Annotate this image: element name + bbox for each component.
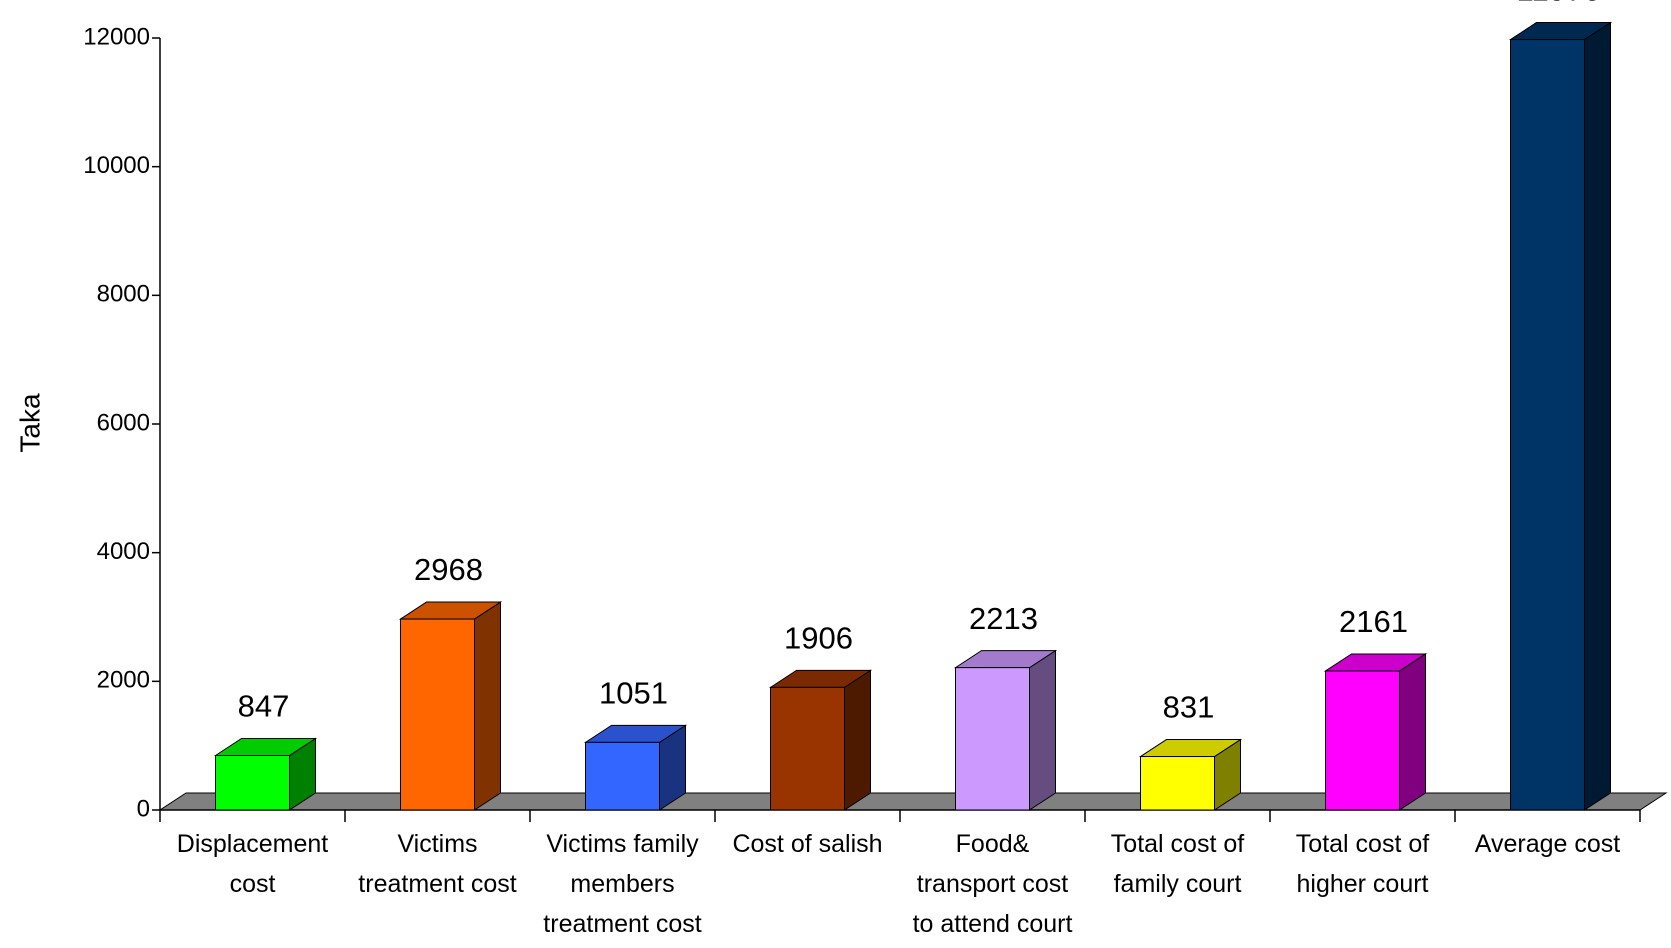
y-tick-label: 8000 bbox=[97, 281, 150, 308]
bar-side bbox=[844, 669, 871, 811]
bar bbox=[955, 667, 1030, 811]
value-label: 847 bbox=[238, 689, 290, 724]
x-tick-label: Victims family members treatment cost bbox=[543, 830, 702, 938]
bar bbox=[215, 755, 290, 811]
y-tick-label: 4000 bbox=[97, 538, 150, 565]
value-label: 831 bbox=[1163, 690, 1215, 725]
value-label: 2968 bbox=[414, 552, 483, 587]
x-tick-label: Total cost of higher court bbox=[1295, 830, 1430, 898]
x-tick-label: Total cost of family court bbox=[1110, 830, 1245, 898]
y-axis-label: Taka bbox=[14, 393, 45, 453]
x-tick-label: Cost of salish bbox=[732, 830, 883, 858]
value-label: 1051 bbox=[599, 676, 668, 711]
x-tick-label: Average cost bbox=[1474, 830, 1621, 858]
value-label: 1906 bbox=[784, 621, 853, 656]
x-tick-label: Displacement cost bbox=[176, 830, 329, 898]
value-label: 2161 bbox=[1339, 604, 1408, 639]
y-tick-label: 6000 bbox=[97, 409, 150, 436]
bar bbox=[400, 618, 475, 811]
bar bbox=[770, 686, 845, 811]
bar-side bbox=[1029, 649, 1056, 811]
y-tick-label: 2000 bbox=[97, 667, 150, 694]
floor bbox=[158, 792, 1668, 811]
y-tick-label: 10000 bbox=[83, 152, 150, 179]
x-tick-label: Victims treatment cost bbox=[358, 830, 517, 898]
bar bbox=[1140, 756, 1215, 811]
y-tick-label: 0 bbox=[137, 795, 150, 822]
bar bbox=[1510, 39, 1585, 811]
y-tick-label: 12000 bbox=[83, 23, 150, 50]
bar-side bbox=[1584, 21, 1611, 811]
bar-side bbox=[1399, 653, 1426, 811]
value-label: 11976 bbox=[1517, 0, 1601, 8]
value-label: 2213 bbox=[969, 601, 1038, 636]
x-tick-label: Food& transport cost to attend court bbox=[912, 830, 1073, 938]
bar-side bbox=[474, 601, 501, 811]
bar bbox=[1325, 670, 1400, 811]
bar bbox=[585, 741, 660, 811]
